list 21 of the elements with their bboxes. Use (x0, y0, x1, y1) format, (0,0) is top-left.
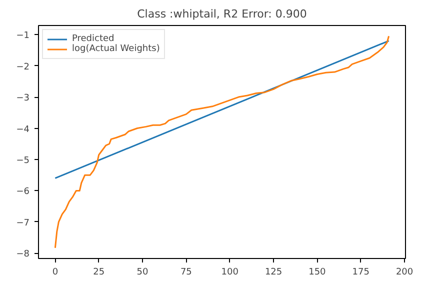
line-series (54, 35, 390, 249)
y-tick-label: −6 (16, 187, 30, 198)
x-tick-label: 200 (396, 268, 414, 278)
x-tick-label: 75 (180, 268, 192, 278)
y-tick-label: −2 (16, 62, 30, 72)
y-tick-label: −7 (16, 218, 30, 228)
y-tick-label: −3 (16, 94, 30, 104)
y-tick-label: −5 (16, 156, 30, 166)
legend-label: Predicted (72, 34, 114, 44)
x-tick-label: 100 (221, 268, 239, 278)
y-tick-label: −4 (16, 124, 30, 135)
x-tick-label: 50 (136, 268, 149, 278)
x-tick-label: 150 (308, 268, 326, 278)
x-tick-label: 175 (352, 268, 370, 278)
x-tick-label: 125 (264, 268, 282, 278)
chart-title: Class :whiptail, R2 Error: 0.900 (137, 8, 307, 20)
y-tick-label: −8 (16, 250, 30, 260)
y-tick-label: −1 (16, 31, 30, 42)
legend-label: log(Actual Weights) (72, 44, 160, 54)
x-tick-label: 0 (52, 268, 58, 278)
x-tick-label: 25 (93, 268, 105, 278)
